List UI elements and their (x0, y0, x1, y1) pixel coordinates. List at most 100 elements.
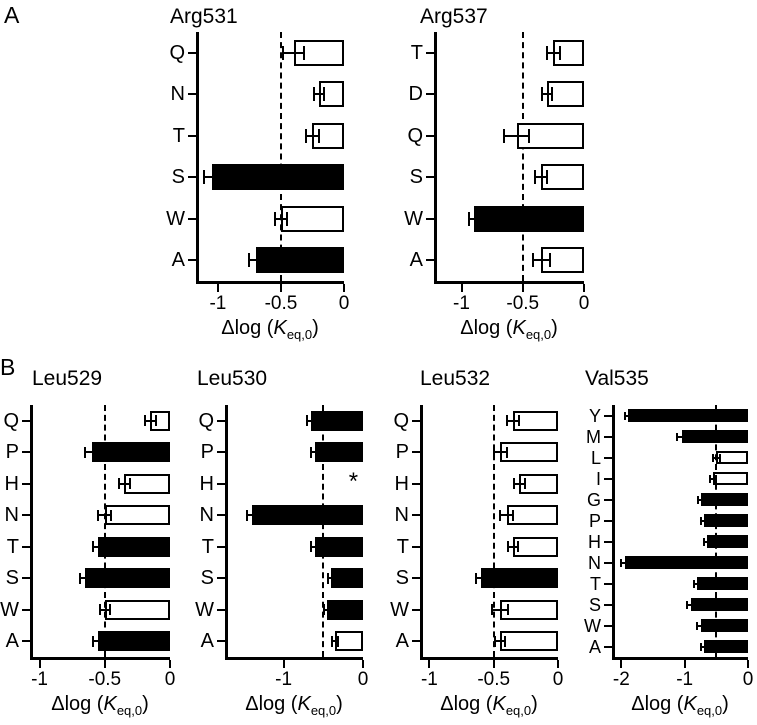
category-label: H (588, 531, 601, 552)
error-bar (204, 176, 220, 179)
category-label: S (171, 166, 185, 189)
error-bar-cap (110, 509, 113, 521)
error-bar (697, 624, 704, 627)
error-bar (274, 217, 288, 220)
plot-area: * (225, 405, 363, 660)
bar (700, 619, 748, 632)
error-bar (504, 134, 529, 137)
category-label: S (395, 567, 409, 590)
x-tick (620, 660, 623, 668)
error-bar-cap (92, 635, 95, 647)
category-tick (604, 582, 613, 585)
x-tick (103, 660, 106, 668)
error-bar-cap (317, 128, 320, 143)
category-label: A (200, 630, 214, 653)
x-tick (557, 660, 559, 668)
bar (624, 556, 748, 569)
chart-val535: Val535 Y M L I G P H N T S W A -2 -1 0 Δlog (Keq,0) (582, 366, 757, 725)
dashed-reference-line (322, 405, 325, 657)
bar (91, 442, 170, 463)
category-tick (604, 456, 613, 459)
category-label: S (409, 166, 423, 189)
error-bar-cap (255, 509, 258, 521)
error-bar (704, 540, 710, 543)
x-axis-label-k: K (492, 693, 506, 715)
error-bar-cap (337, 635, 340, 647)
x-axis-label-subscript: eq,0 (505, 703, 532, 718)
category-label: A (395, 630, 409, 653)
error-bar (306, 134, 319, 137)
category-label: S (5, 567, 19, 590)
category-tick (426, 217, 435, 220)
error-bar-cap (523, 478, 526, 490)
category-tick (412, 419, 421, 422)
bar (691, 598, 748, 611)
error-bar-cap (331, 635, 334, 647)
error-bar-cap (558, 45, 561, 60)
error-bar-cap (248, 253, 251, 268)
category-tick (22, 514, 31, 517)
x-axis-label-subscript: eq,0 (696, 703, 723, 718)
error-bar-cap (286, 211, 289, 226)
plot-area (420, 405, 558, 660)
category-tick (188, 134, 197, 137)
category-tick (412, 608, 421, 611)
x-tick-label: 0 (338, 293, 350, 314)
error-bar-cap (712, 453, 715, 462)
error-bar-cap (620, 558, 623, 567)
error-bar (98, 514, 112, 517)
error-bar-cap (273, 211, 276, 226)
x-tick-label: -0.5 (88, 669, 122, 690)
category-tick (217, 608, 226, 611)
category-tick (604, 624, 613, 627)
bar (280, 205, 344, 232)
category-tick (217, 419, 226, 422)
category-tick (412, 482, 421, 485)
error-bar-cap (312, 87, 315, 102)
error-bar-cap (302, 45, 305, 60)
category-tick (217, 451, 226, 454)
x-axis-label: Δlog (Keq,0) (196, 318, 344, 341)
x-axis-label: Δlog (Keq,0) (225, 694, 363, 717)
x-tick-label: -2 (612, 669, 630, 690)
error-bar-cap (282, 45, 285, 60)
error-bar-cap (203, 170, 206, 185)
category-label: T (410, 41, 423, 64)
error-bar (283, 51, 304, 54)
error-bar (542, 93, 553, 96)
error-bar (713, 456, 720, 459)
x-axis-label: Δlog (Keq,0) (434, 318, 584, 341)
x-tick-label: -1 (453, 293, 470, 314)
x-axis-label-k: K (103, 693, 117, 715)
x-axis-label-prefix: Δlog ( (460, 317, 513, 339)
bar (627, 409, 748, 422)
category-tick (217, 640, 226, 643)
x-tick (279, 284, 282, 292)
bar (104, 505, 170, 526)
error-bar-cap (703, 537, 706, 546)
x-tick-label: 0 (742, 669, 754, 690)
x-axis-label: Δlog (Keq,0) (30, 694, 170, 717)
x-tick-label: -0.5 (506, 293, 540, 314)
error-bar-cap (78, 572, 81, 584)
error-bar (311, 451, 320, 454)
x-tick (362, 660, 364, 668)
category-tick (22, 451, 31, 454)
category-tick (188, 217, 197, 220)
bar (706, 535, 748, 548)
error-bar-cap (708, 537, 711, 546)
chart-leu530: Leu530 * Q P H N T S W A -1 0 Δlog (Keq,0) (195, 366, 373, 725)
bar (513, 536, 558, 557)
error-bar-cap (144, 415, 147, 427)
error-bar-cap (474, 572, 477, 584)
error-bar (677, 435, 686, 438)
bar (331, 568, 363, 589)
category-tick (217, 482, 226, 485)
error-bar-cap (97, 509, 100, 521)
error-bar-cap (102, 635, 105, 647)
error-bar-cap (503, 128, 506, 143)
error-bar-cap (684, 432, 687, 441)
error-bar (514, 482, 525, 485)
x-axis-label-prefix: Δlog ( (51, 693, 104, 715)
